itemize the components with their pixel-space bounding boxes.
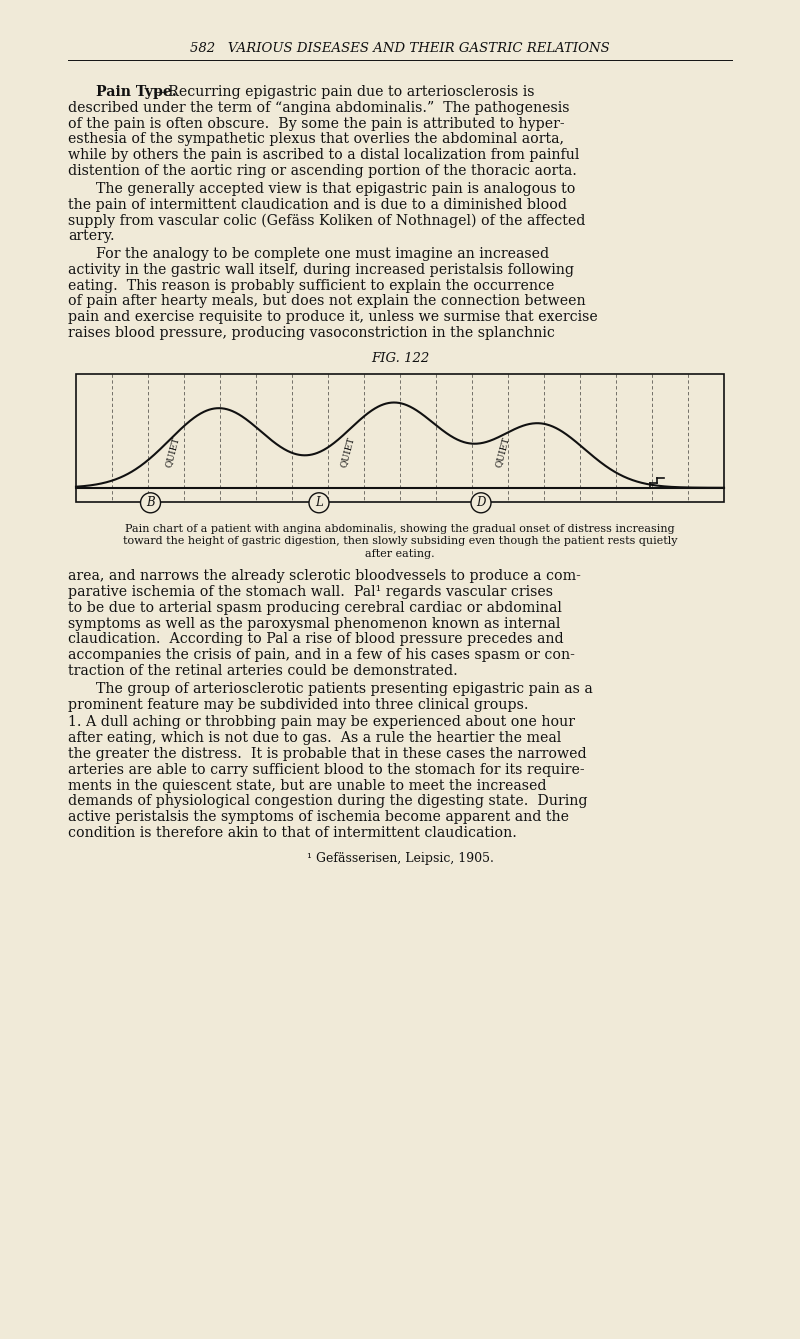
Text: L: L [315, 497, 323, 509]
Text: of pain after hearty meals, but does not explain the connection between: of pain after hearty meals, but does not… [68, 295, 586, 308]
Text: Pain chart of a patient with angina abdominalis, showing the gradual onset of di: Pain chart of a patient with angina abdo… [125, 524, 675, 534]
Text: distention of the aortic ring or ascending portion of the thoracic aorta.: distention of the aortic ring or ascendi… [68, 163, 577, 178]
Text: claudication.  According to Pal a rise of blood pressure precedes and: claudication. According to Pal a rise of… [68, 632, 564, 647]
Text: D: D [476, 497, 486, 509]
Text: traction of the retinal arteries could be demonstrated.: traction of the retinal arteries could b… [68, 664, 458, 678]
Text: arteries are able to carry sufficient blood to the stomach for its require-: arteries are able to carry sufficient bl… [68, 763, 585, 777]
Text: to be due to arterial spasm producing cerebral cardiac or abdominal: to be due to arterial spasm producing ce… [68, 601, 562, 615]
Text: raises blood pressure, producing vasoconstriction in the splanchnic: raises blood pressure, producing vasocon… [68, 325, 555, 340]
Circle shape [309, 493, 329, 513]
Text: eating.  This reason is probably sufficient to explain the occurrence: eating. This reason is probably sufficie… [68, 279, 554, 293]
Circle shape [141, 493, 161, 513]
Text: the greater the distress.  It is probable that in these cases the narrowed: the greater the distress. It is probable… [68, 747, 586, 761]
Text: symptoms as well as the paroxysmal phenomenon known as internal: symptoms as well as the paroxysmal pheno… [68, 617, 560, 631]
Text: —Recurring epigastric pain due to arteriosclerosis is: —Recurring epigastric pain due to arteri… [154, 84, 534, 99]
Text: described under the term of “angina abdominalis.”  The pathogenesis: described under the term of “angina abdo… [68, 100, 570, 115]
FancyBboxPatch shape [76, 374, 724, 502]
Text: artery.: artery. [68, 229, 114, 244]
Text: pain and exercise requisite to produce it, unless we surmise that exercise: pain and exercise requisite to produce i… [68, 311, 598, 324]
Text: QUIET: QUIET [163, 435, 180, 467]
Text: ¹ Gefässerisen, Leipsic, 1905.: ¹ Gefässerisen, Leipsic, 1905. [306, 852, 494, 865]
Text: 1. A dull aching or throbbing pain may be experienced about one hour: 1. A dull aching or throbbing pain may b… [68, 715, 575, 730]
Text: QUIET: QUIET [494, 435, 510, 467]
Text: of the pain is often obscure.  By some the pain is attributed to hyper-: of the pain is often obscure. By some th… [68, 116, 565, 131]
Text: B: B [146, 497, 155, 509]
Text: demands of physiological congestion during the digesting state.  During: demands of physiological congestion duri… [68, 794, 587, 809]
Text: ments in the quiescent state, but are unable to meet the increased: ments in the quiescent state, but are un… [68, 779, 546, 793]
Text: For the analogy to be complete one must imagine an increased: For the analogy to be complete one must … [96, 246, 549, 261]
Text: The group of arteriosclerotic patients presenting epigastric pain as a: The group of arteriosclerotic patients p… [96, 682, 593, 696]
Text: prominent feature may be subdivided into three clinical groups.: prominent feature may be subdivided into… [68, 698, 529, 712]
Text: while by others the pain is ascribed to a distal localization from painful: while by others the pain is ascribed to … [68, 149, 579, 162]
Text: QUIET: QUIET [338, 435, 355, 467]
Text: 582   VARIOUS DISEASES AND THEIR GASTRIC RELATIONS: 582 VARIOUS DISEASES AND THEIR GASTRIC R… [190, 42, 610, 55]
Text: esthesia of the sympathetic plexus that overlies the abdominal aorta,: esthesia of the sympathetic plexus that … [68, 133, 564, 146]
Text: activity in the gastric wall itself, during increased peristalsis following: activity in the gastric wall itself, dur… [68, 262, 574, 277]
Text: Pain Type.: Pain Type. [96, 84, 177, 99]
Text: The generally accepted view is that epigastric pain is analogous to: The generally accepted view is that epig… [96, 182, 575, 195]
Text: parative ischemia of the stomach wall.  Pal¹ regards vascular crises: parative ischemia of the stomach wall. P… [68, 585, 553, 599]
Text: after eating.: after eating. [365, 549, 435, 558]
Text: accompanies the crisis of pain, and in a few of his cases spasm or con-: accompanies the crisis of pain, and in a… [68, 648, 575, 663]
Text: area, and narrows the already sclerotic bloodvessels to produce a com-: area, and narrows the already sclerotic … [68, 569, 581, 584]
Text: condition is therefore akin to that of intermittent claudication.: condition is therefore akin to that of i… [68, 826, 517, 840]
Text: supply from vascular colic (Gefäss Koliken of Nothnagel) of the affected: supply from vascular colic (Gefäss Kolik… [68, 213, 586, 228]
Text: active peristalsis the symptoms of ischemia become apparent and the: active peristalsis the symptoms of ische… [68, 810, 569, 825]
Text: toward the height of gastric digestion, then slowly subsiding even though the pa: toward the height of gastric digestion, … [122, 537, 678, 546]
Text: FIG. 122: FIG. 122 [371, 352, 429, 364]
Text: after eating, which is not due to gas.  As a rule the heartier the meal: after eating, which is not due to gas. A… [68, 731, 562, 746]
Text: the pain of intermittent claudication and is due to a diminished blood: the pain of intermittent claudication an… [68, 198, 567, 212]
Circle shape [471, 493, 491, 513]
